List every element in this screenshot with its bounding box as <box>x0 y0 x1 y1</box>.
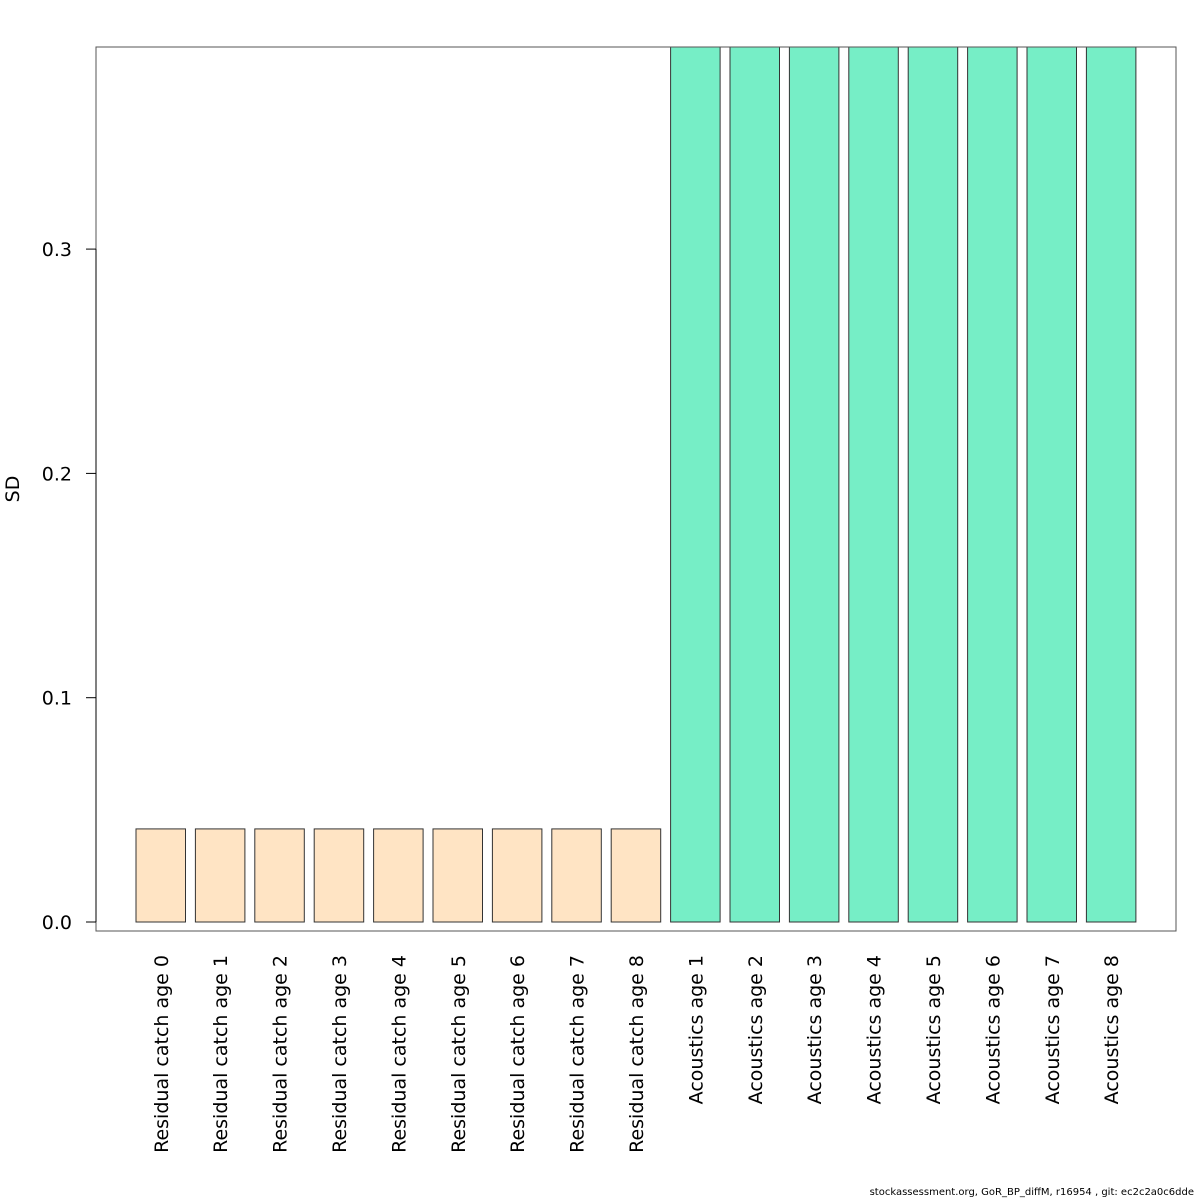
x-tick-label-15: Acoustics age 6 <box>982 955 1004 1104</box>
bar-9 <box>610 828 662 923</box>
x-tick-label-9: Residual catch age 8 <box>626 955 648 1153</box>
x-tick-label-12: Acoustics age 3 <box>804 955 826 1104</box>
bar-12 <box>788 46 840 923</box>
y-axis: 0.0 0.1 0.2 0.3 <box>42 239 97 934</box>
bar-4 <box>313 828 365 923</box>
bar-1 <box>135 828 186 923</box>
bar-6 <box>432 828 483 923</box>
footer-credit: stockassessment.org, GoR_BP_diffM, r1695… <box>869 1187 1194 1198</box>
bar-13 <box>848 46 899 923</box>
x-tick-label-8: Residual catch age 7 <box>567 955 589 1153</box>
x-tick-label-11: Acoustics age 2 <box>745 955 767 1104</box>
x-tick-label-13: Acoustics age 4 <box>864 955 886 1104</box>
bar-3 <box>254 828 305 923</box>
x-tick-label-10: Acoustics age 1 <box>685 955 707 1104</box>
bars-group <box>135 46 1137 923</box>
x-tick-label-7: Residual catch age 6 <box>507 955 529 1153</box>
x-tick-label-1: Residual catch age 0 <box>151 955 173 1153</box>
y-tick-label-4: 0.3 <box>42 239 72 261</box>
y-tick-label-1: 0.0 <box>42 912 72 934</box>
bar-11 <box>729 46 780 923</box>
bar-16 <box>1026 46 1077 923</box>
x-tick-label-6: Residual catch age 5 <box>448 955 470 1153</box>
x-tick-label-3: Residual catch age 2 <box>270 955 292 1153</box>
bar-10 <box>670 46 721 923</box>
x-tick-label-17: Acoustics age 8 <box>1101 955 1123 1104</box>
bar-14 <box>907 46 959 923</box>
x-tick-label-5: Residual catch age 4 <box>388 955 410 1153</box>
x-axis-labels: Residual catch age 0 Residual catch age 1… <box>151 955 1123 1153</box>
x-tick-label-16: Acoustics age 7 <box>1042 955 1064 1104</box>
bar-5 <box>373 828 424 923</box>
x-tick-label-14: Acoustics age 5 <box>923 955 945 1104</box>
bar-7 <box>491 828 543 923</box>
y-axis-title: SD <box>2 476 24 503</box>
y-tick-label-2: 0.1 <box>42 688 72 710</box>
bar-8 <box>551 828 602 923</box>
bar-15 <box>967 46 1018 923</box>
bar-2 <box>194 828 246 923</box>
y-tick-label-3: 0.2 <box>42 463 72 485</box>
x-tick-label-4: Residual catch age 3 <box>329 955 351 1153</box>
x-tick-label-2: Residual catch age 1 <box>210 955 232 1153</box>
bar-17 <box>1085 46 1137 923</box>
